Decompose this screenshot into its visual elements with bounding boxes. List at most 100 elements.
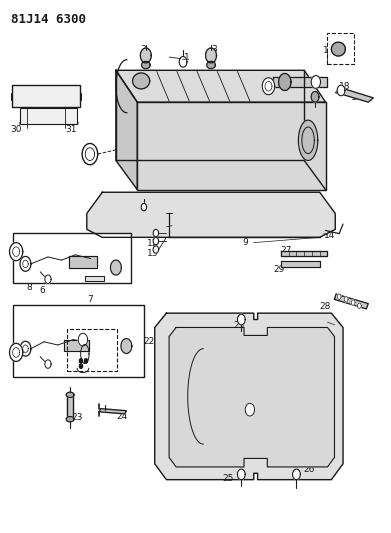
Text: 17: 17 — [302, 77, 314, 86]
Polygon shape — [207, 61, 215, 69]
Text: 1: 1 — [184, 53, 190, 62]
Polygon shape — [273, 77, 328, 87]
Polygon shape — [20, 256, 31, 271]
Text: 10: 10 — [165, 222, 176, 231]
Text: 13: 13 — [147, 249, 159, 258]
Polygon shape — [311, 92, 319, 102]
Text: 9: 9 — [242, 238, 248, 247]
Polygon shape — [153, 229, 159, 237]
Text: DIESEL FUEL ONLY: DIESEL FUEL ONLY — [12, 93, 80, 99]
Polygon shape — [141, 204, 147, 211]
Text: 3: 3 — [140, 45, 146, 54]
Polygon shape — [82, 143, 98, 165]
Bar — [12, 85, 80, 108]
Polygon shape — [137, 102, 326, 190]
Polygon shape — [45, 360, 51, 368]
Polygon shape — [298, 120, 318, 160]
Text: 19: 19 — [351, 93, 362, 102]
Text: 30: 30 — [10, 125, 22, 134]
Text: NO TAPE FLAME RETARDANT: NO TAPE FLAME RETARDANT — [18, 122, 79, 126]
Polygon shape — [332, 42, 345, 56]
Polygon shape — [116, 70, 137, 190]
Polygon shape — [79, 364, 83, 368]
Polygon shape — [153, 237, 159, 245]
Bar — [328, 33, 354, 64]
Polygon shape — [140, 48, 151, 63]
Bar — [13, 305, 144, 377]
Text: 5: 5 — [85, 151, 91, 160]
Text: 27: 27 — [280, 246, 292, 255]
Polygon shape — [351, 300, 355, 305]
Polygon shape — [337, 294, 341, 300]
Text: 22: 22 — [143, 337, 154, 346]
Polygon shape — [357, 303, 361, 309]
Polygon shape — [177, 336, 328, 457]
Text: 21: 21 — [273, 84, 284, 93]
Text: 15: 15 — [140, 198, 152, 207]
Text: UNLEADED FUEL ONLY: UNLEADED FUEL ONLY — [21, 115, 77, 120]
Polygon shape — [281, 251, 328, 256]
Bar — [66, 329, 117, 372]
Polygon shape — [116, 70, 326, 102]
Text: 26: 26 — [303, 465, 315, 473]
Text: 20: 20 — [308, 96, 319, 106]
Text: 24: 24 — [116, 411, 127, 421]
Polygon shape — [133, 73, 150, 89]
Polygon shape — [344, 297, 348, 302]
Text: 4: 4 — [141, 61, 147, 69]
Text: 14: 14 — [324, 231, 335, 240]
Polygon shape — [9, 343, 23, 361]
Polygon shape — [9, 243, 23, 261]
Polygon shape — [245, 403, 255, 416]
Text: 25: 25 — [233, 321, 245, 330]
Polygon shape — [66, 417, 74, 422]
Text: 23: 23 — [71, 413, 83, 422]
Polygon shape — [281, 261, 320, 266]
Bar — [20, 109, 77, 124]
Polygon shape — [153, 246, 159, 253]
Text: 6: 6 — [39, 286, 45, 295]
Polygon shape — [336, 87, 373, 102]
Text: 31: 31 — [65, 125, 77, 134]
Polygon shape — [45, 275, 51, 284]
Polygon shape — [121, 338, 132, 353]
Text: 11: 11 — [149, 230, 160, 239]
Text: 2: 2 — [9, 352, 15, 361]
Polygon shape — [78, 333, 88, 346]
Polygon shape — [142, 61, 150, 69]
Text: 18: 18 — [339, 82, 351, 91]
Polygon shape — [237, 314, 245, 325]
Polygon shape — [99, 409, 126, 414]
Polygon shape — [278, 74, 291, 91]
Text: 16: 16 — [323, 46, 334, 55]
Polygon shape — [20, 341, 31, 356]
Polygon shape — [66, 392, 74, 398]
Polygon shape — [63, 340, 89, 351]
Text: 8: 8 — [27, 283, 32, 292]
Polygon shape — [337, 85, 345, 96]
Polygon shape — [155, 313, 343, 480]
Text: 81J14 6300: 81J14 6300 — [11, 13, 86, 26]
Polygon shape — [87, 192, 335, 237]
Polygon shape — [85, 148, 95, 160]
Polygon shape — [311, 76, 321, 88]
Polygon shape — [85, 276, 104, 281]
Polygon shape — [79, 359, 83, 363]
Polygon shape — [206, 48, 217, 63]
Polygon shape — [237, 469, 245, 480]
Polygon shape — [179, 56, 187, 67]
Text: 25: 25 — [222, 474, 233, 483]
Bar — [13, 233, 131, 284]
Text: 7: 7 — [87, 295, 93, 304]
Polygon shape — [69, 256, 97, 268]
Polygon shape — [66, 395, 73, 419]
Text: 28: 28 — [320, 302, 331, 311]
Polygon shape — [84, 359, 88, 363]
Text: 12: 12 — [147, 239, 159, 248]
Text: 3: 3 — [211, 45, 217, 54]
Text: 2: 2 — [9, 249, 15, 258]
Text: 8: 8 — [27, 352, 32, 361]
Text: 29: 29 — [273, 265, 285, 273]
Polygon shape — [292, 469, 300, 480]
Polygon shape — [334, 294, 368, 309]
